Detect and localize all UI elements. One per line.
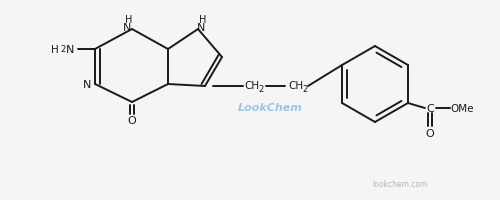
Text: N: N: [123, 23, 131, 33]
Text: O: O: [426, 128, 434, 138]
Text: 2: 2: [258, 85, 264, 94]
Text: 2: 2: [302, 85, 308, 94]
Text: OMe: OMe: [450, 103, 473, 113]
Text: O: O: [128, 115, 136, 125]
Text: N: N: [83, 80, 91, 90]
Text: CH: CH: [288, 81, 304, 91]
Text: LookChem: LookChem: [238, 102, 302, 112]
Text: 2: 2: [60, 45, 66, 54]
Text: H: H: [200, 15, 206, 25]
Text: H: H: [51, 45, 59, 55]
Text: N: N: [66, 45, 74, 55]
Text: CH: CH: [244, 81, 260, 91]
Text: C: C: [426, 103, 434, 113]
Text: N: N: [197, 23, 205, 33]
Text: lookchem.com: lookchem.com: [372, 180, 428, 189]
Text: H: H: [126, 15, 132, 25]
